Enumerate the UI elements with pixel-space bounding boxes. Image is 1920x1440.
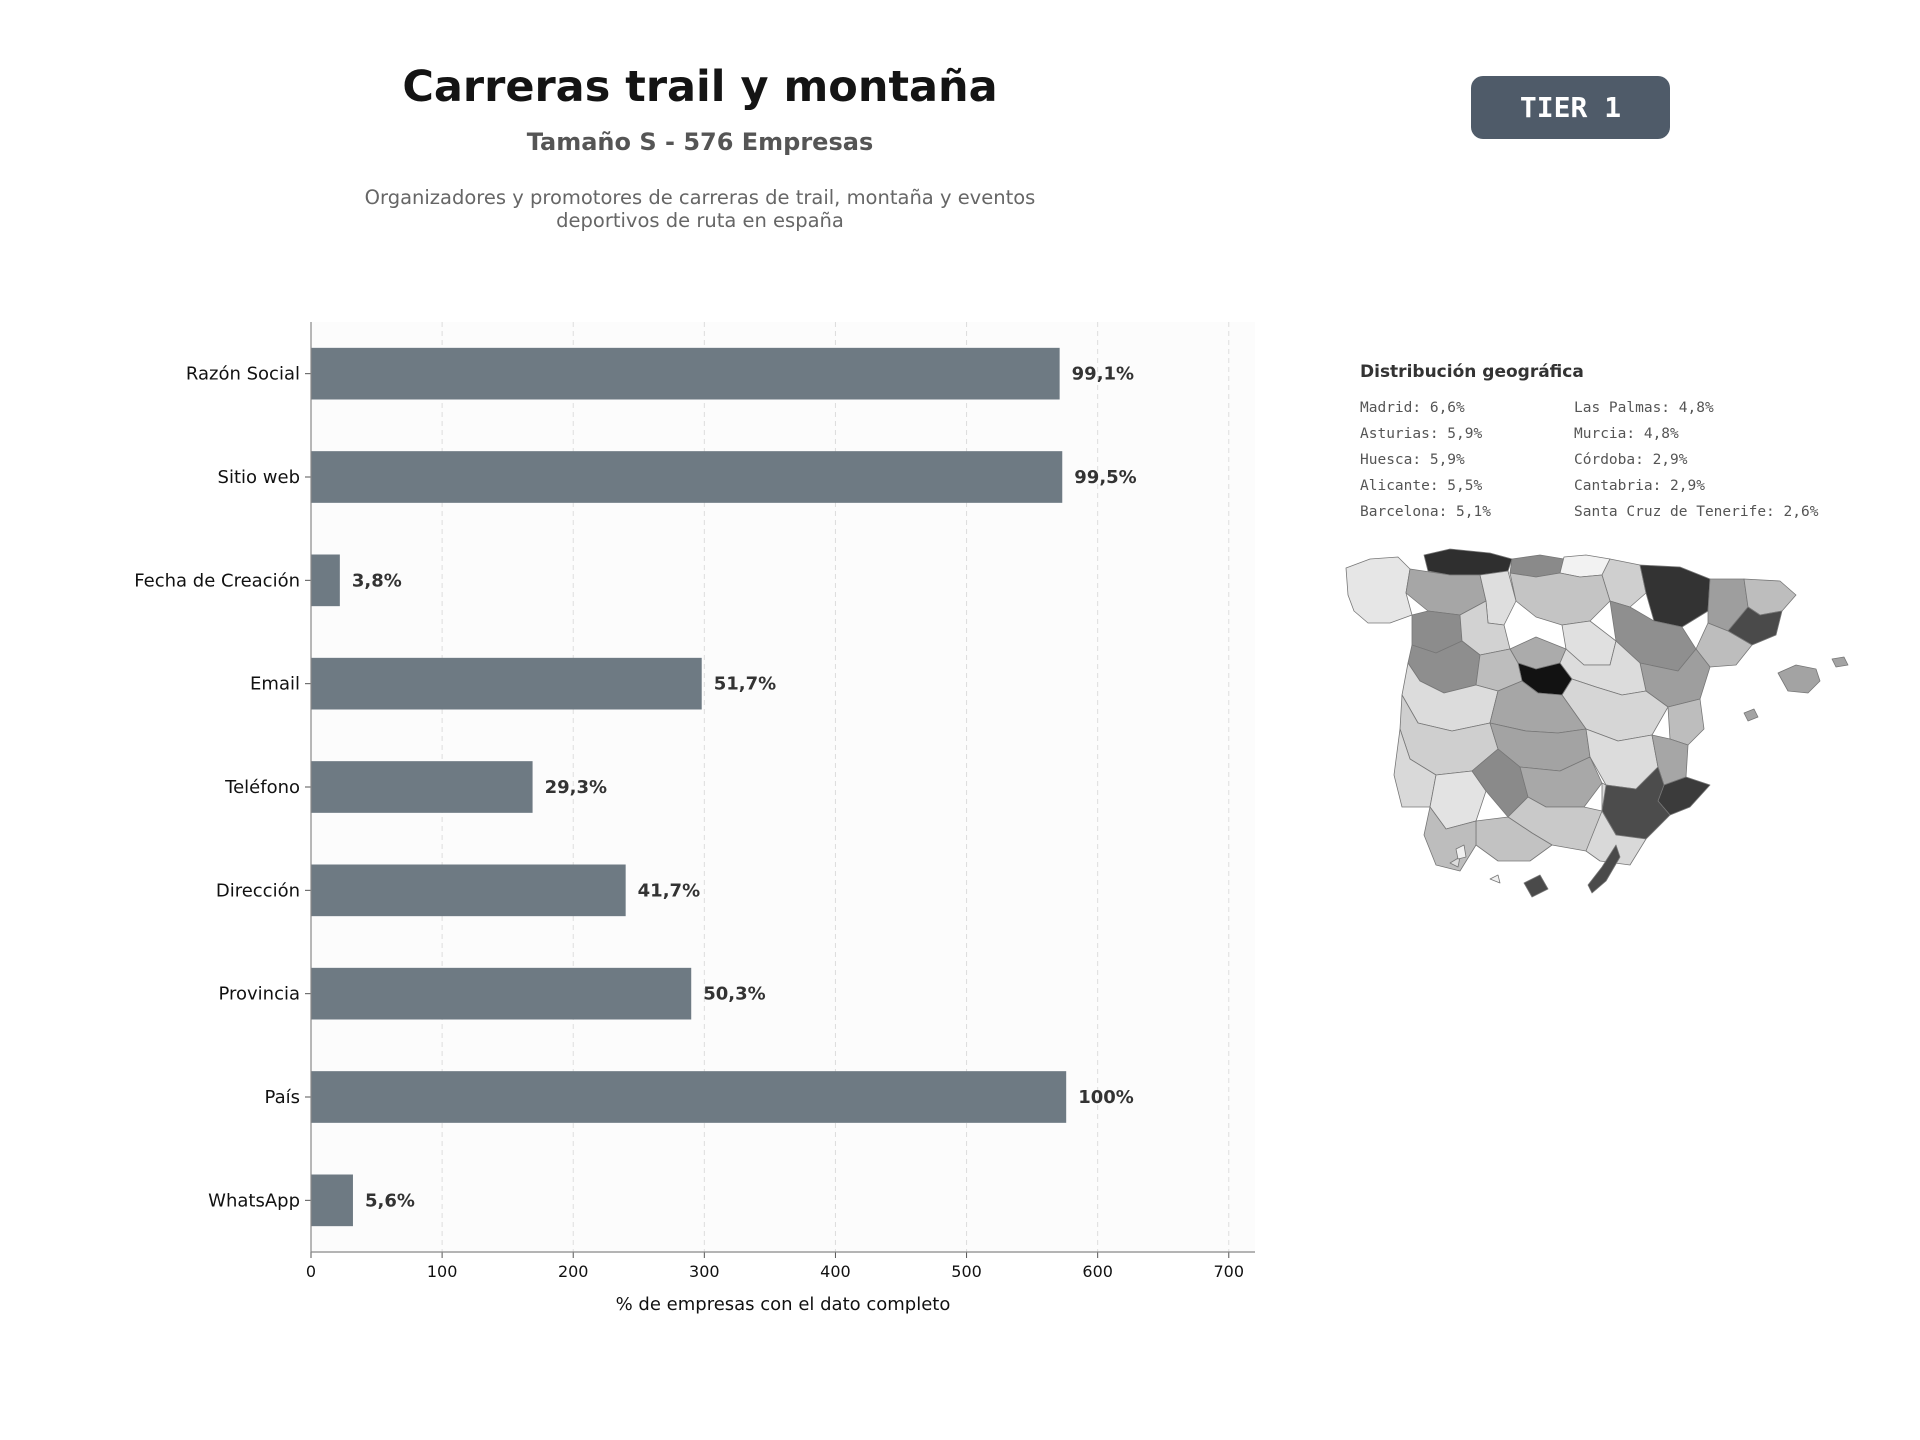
bar — [311, 554, 340, 607]
chart-subtitle: Tamaño S - 576 Empresas — [526, 128, 874, 156]
geo-item: Santa Cruz de Tenerife: 2,6% — [1574, 504, 1819, 520]
geo-item: Córdoba: 2,9% — [1574, 452, 1688, 468]
x-axis-label: % de empresas con el dato completo — [616, 1294, 951, 1315]
y-tick-label: Sitio web — [218, 467, 300, 488]
tier-badge: TIER 1 — [1471, 76, 1670, 139]
bar — [311, 761, 533, 813]
data-label: 99,5% — [1074, 467, 1136, 488]
bar — [311, 967, 692, 1020]
map-region-la-palma — [1455, 844, 1467, 860]
map-region-ibiza — [1743, 708, 1759, 722]
geo-item: Asturias: 5,9% — [1360, 426, 1483, 442]
data-label: 41,7% — [638, 880, 700, 901]
geo-item: Barcelona: 5,1% — [1360, 504, 1491, 520]
bar — [311, 1174, 353, 1227]
x-tick-label: 600 — [1082, 1262, 1113, 1281]
map-region-la-gomera — [1489, 874, 1501, 884]
data-label: 50,3% — [703, 984, 765, 1005]
geo-item: Las Palmas: 4,8% — [1574, 400, 1714, 416]
map-region-almeria — [1585, 782, 1647, 866]
x-tick-label: 400 — [820, 1262, 851, 1281]
geo-item: Huesca: 5,9% — [1360, 452, 1465, 468]
data-label: 100% — [1078, 1087, 1134, 1108]
geo-item: Murcia: 4,8% — [1574, 426, 1679, 442]
map-region-asturias — [1423, 548, 1513, 576]
bar — [311, 657, 702, 710]
data-label: 51,7% — [714, 674, 776, 695]
map-region-gran-canaria — [1523, 874, 1549, 898]
y-tick-label: País — [265, 1087, 300, 1108]
x-tick-label: 500 — [951, 1262, 982, 1281]
map-region-burgos — [1509, 572, 1611, 626]
map-region-fuerteventura — [1587, 844, 1621, 894]
y-tick-label: Email — [250, 674, 300, 695]
data-label: 5,6% — [365, 1190, 415, 1211]
y-tick-label: Provincia — [218, 984, 300, 1005]
map-region-tenerife — [1449, 856, 1461, 868]
description-line-2: deportivos de ruta en españa — [556, 209, 844, 232]
bar — [311, 864, 626, 917]
x-tick-label: 0 — [306, 1262, 316, 1281]
y-tick-label: Teléfono — [224, 777, 300, 798]
y-tick-label: Razón Social — [186, 364, 300, 385]
description-line-1: Organizadores y promotores de carreras d… — [364, 186, 1036, 209]
y-tick-label: Dirección — [216, 880, 300, 901]
map-region-malaga — [1475, 816, 1553, 862]
map-region-mallorca — [1777, 664, 1821, 694]
x-tick-label: 100 — [427, 1262, 458, 1281]
map-region-castellon — [1667, 698, 1705, 746]
data-label: 99,1% — [1072, 364, 1134, 385]
map-region-galicia — [1345, 556, 1413, 624]
geo-item: Alicante: 5,5% — [1360, 478, 1483, 494]
data-label: 29,3% — [545, 777, 607, 798]
geo-item: Madrid: 6,6% — [1360, 400, 1465, 416]
chart-description: Organizadores y promotores de carreras d… — [340, 186, 1060, 232]
geo-distribution-title: Distribución geográfica — [1360, 362, 1584, 382]
map-region-huesca — [1639, 564, 1711, 628]
y-tick-label: WhatsApp — [208, 1190, 300, 1211]
spain-choropleth-map — [1345, 548, 1849, 898]
bar — [311, 451, 1063, 503]
y-tick-label: Fecha de Creación — [134, 570, 300, 591]
bar — [311, 1071, 1067, 1123]
x-tick-label: 200 — [558, 1262, 589, 1281]
x-tick-label: 300 — [689, 1262, 720, 1281]
data-label: 3,8% — [352, 570, 402, 591]
x-tick-label: 700 — [1214, 1262, 1245, 1281]
bar — [311, 347, 1060, 400]
map-region-menorca — [1831, 656, 1849, 668]
geo-item: Cantabria: 2,9% — [1574, 478, 1705, 494]
chart-title: Carreras trail y montaña — [402, 62, 998, 112]
